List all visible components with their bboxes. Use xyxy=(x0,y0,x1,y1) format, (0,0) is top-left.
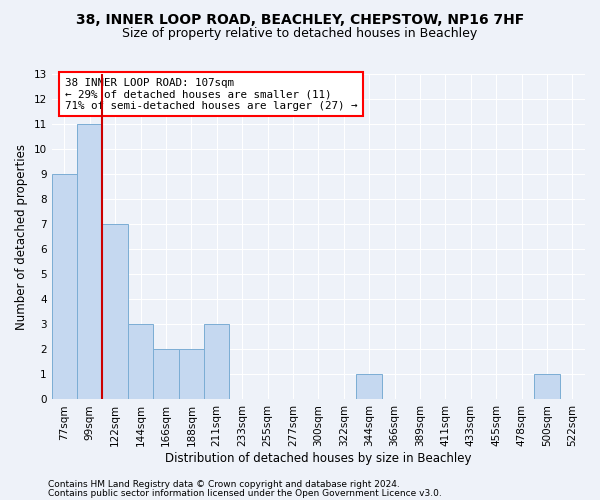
Bar xyxy=(77,124,103,400)
Bar xyxy=(103,224,128,400)
Bar xyxy=(534,374,560,400)
Bar xyxy=(153,350,179,400)
X-axis label: Distribution of detached houses by size in Beachley: Distribution of detached houses by size … xyxy=(165,452,472,465)
Bar xyxy=(356,374,382,400)
Text: Contains public sector information licensed under the Open Government Licence v3: Contains public sector information licen… xyxy=(48,488,442,498)
Bar xyxy=(204,324,229,400)
Text: 38, INNER LOOP ROAD, BEACHLEY, CHEPSTOW, NP16 7HF: 38, INNER LOOP ROAD, BEACHLEY, CHEPSTOW,… xyxy=(76,12,524,26)
Text: Size of property relative to detached houses in Beachley: Size of property relative to detached ho… xyxy=(122,28,478,40)
Bar xyxy=(179,350,204,400)
Bar xyxy=(128,324,153,400)
Bar xyxy=(52,174,77,400)
Text: 38 INNER LOOP ROAD: 107sqm
← 29% of detached houses are smaller (11)
71% of semi: 38 INNER LOOP ROAD: 107sqm ← 29% of deta… xyxy=(65,78,358,111)
Text: Contains HM Land Registry data © Crown copyright and database right 2024.: Contains HM Land Registry data © Crown c… xyxy=(48,480,400,489)
Y-axis label: Number of detached properties: Number of detached properties xyxy=(15,144,28,330)
